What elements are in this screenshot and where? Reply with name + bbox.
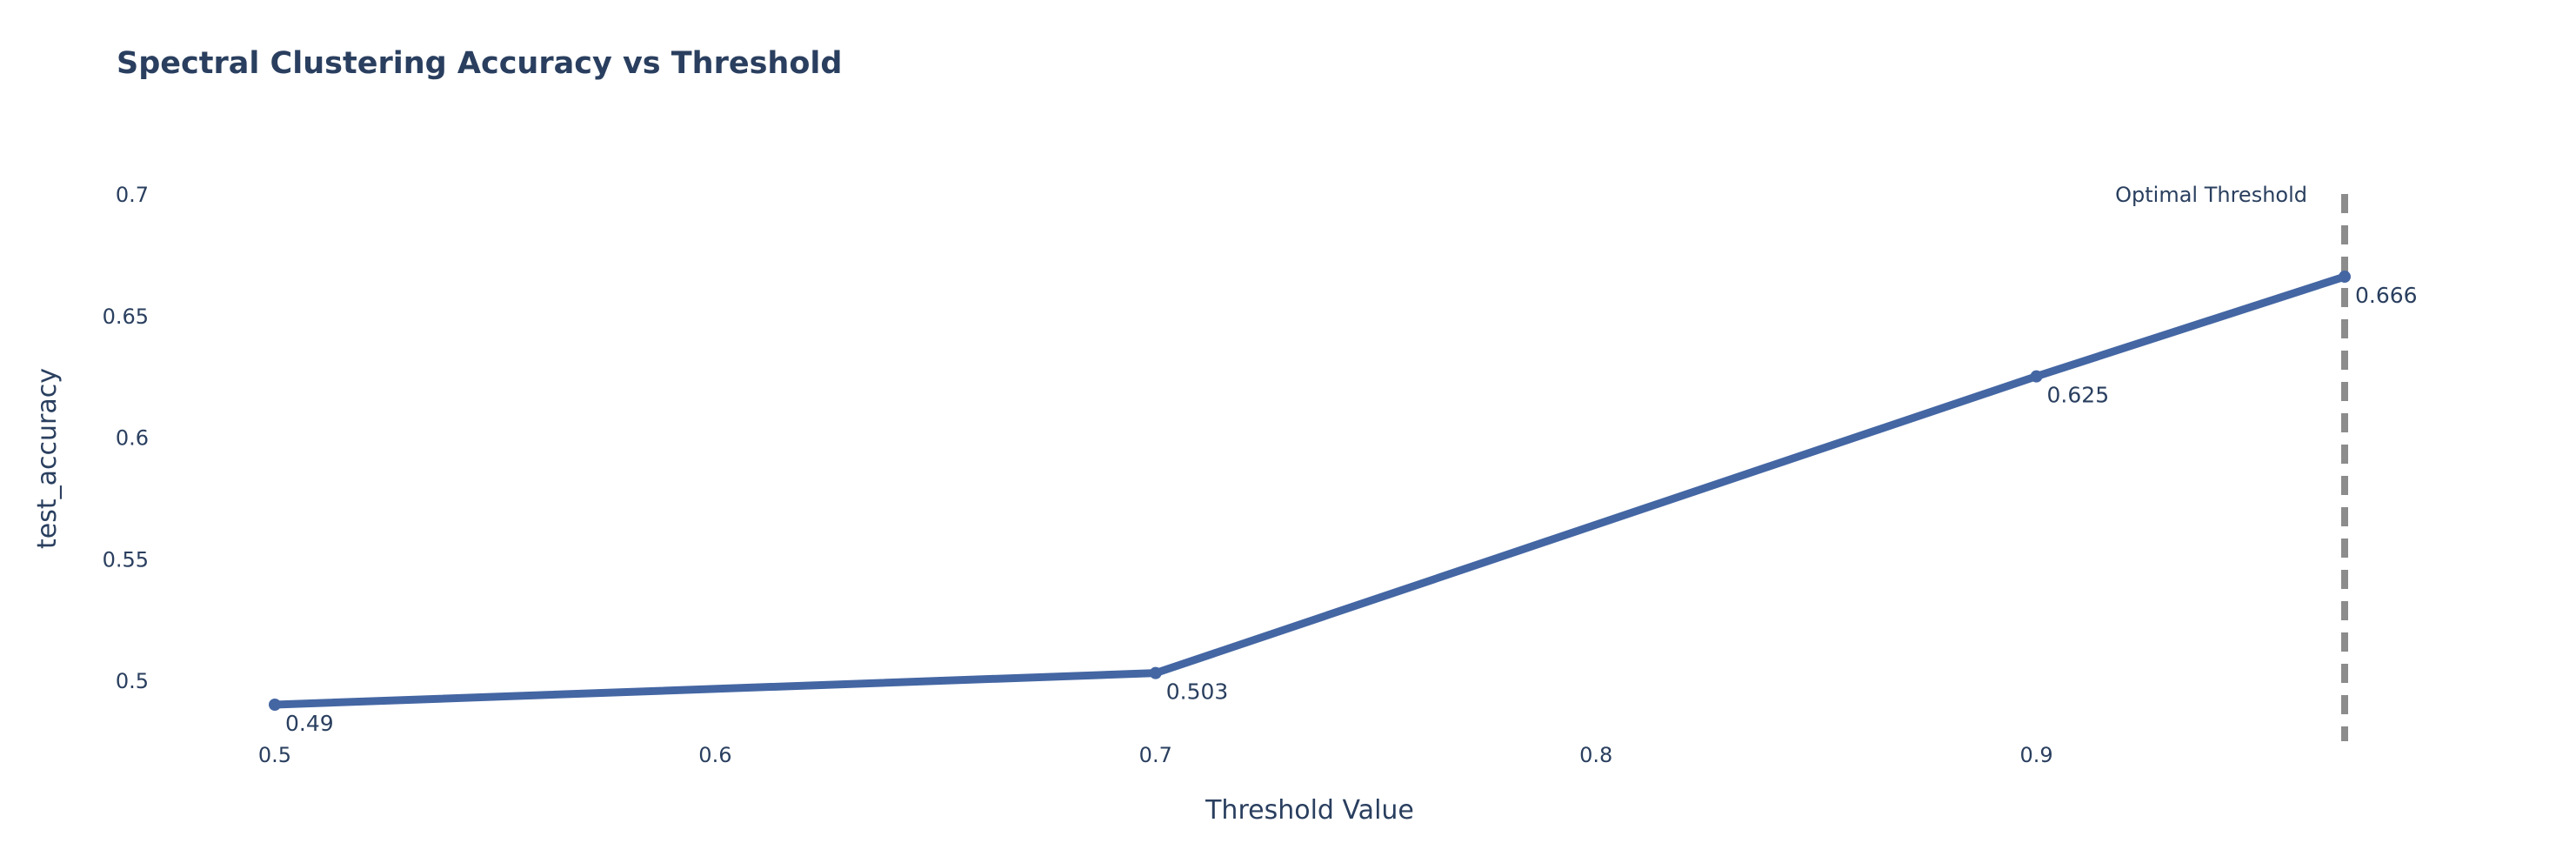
- y-axis-ticks: 0.5 0.55 0.6 0.65 0.7: [103, 183, 149, 693]
- y-tick-label: 0.5: [116, 669, 149, 693]
- y-tick-label: 0.55: [103, 547, 149, 572]
- data-label: 0.49: [285, 711, 334, 736]
- data-label: 0.625: [2047, 383, 2110, 408]
- data-point: [2339, 271, 2351, 284]
- data-point: [269, 699, 281, 711]
- series-line: [270, 272, 2349, 709]
- x-axis-ticks: 0.5 0.6 0.7 0.8 0.9: [258, 743, 2053, 767]
- y-tick-label: 0.7: [116, 183, 149, 207]
- x-tick-label: 0.5: [258, 743, 291, 767]
- data-point: [1149, 666, 1162, 679]
- data-label: 0.503: [1166, 679, 1229, 705]
- y-axis-title: test_accuracy: [32, 368, 63, 549]
- y-tick-label: 0.6: [116, 426, 149, 451]
- data-label: 0.666: [2355, 283, 2418, 308]
- chart-title: Spectral Clustering Accuracy vs Threshol…: [117, 46, 842, 81]
- data-point: [2030, 370, 2043, 383]
- x-tick-label: 0.8: [1579, 743, 1612, 767]
- series-accuracy: [269, 271, 2351, 711]
- y-tick-label: 0.65: [103, 304, 149, 329]
- reference-line-group: Optimal Threshold: [2115, 183, 2348, 741]
- x-tick-label: 0.6: [698, 743, 731, 767]
- x-tick-label: 0.9: [2019, 743, 2052, 767]
- x-tick-label: 0.7: [1139, 743, 1172, 767]
- x-axis-title: Threshold Value: [1205, 795, 1414, 826]
- data-labels: 0.49 0.503 0.625 0.666: [285, 283, 2418, 736]
- optimal-threshold-label: Optimal Threshold: [2115, 183, 2307, 207]
